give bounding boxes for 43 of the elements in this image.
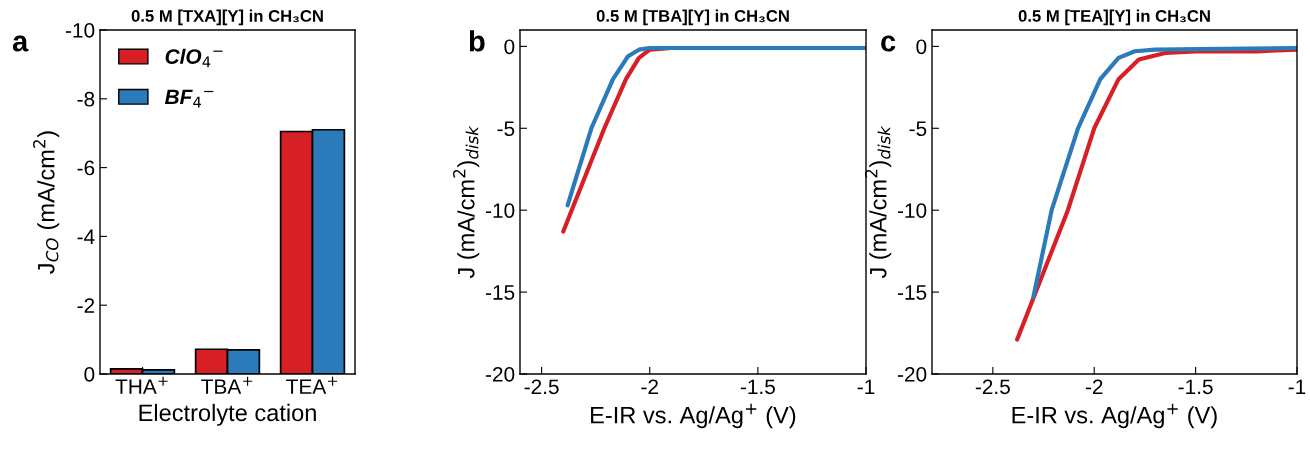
line-series xyxy=(1015,47,1297,342)
line-series xyxy=(1031,45,1297,300)
legend-label: ClO$_{4}$$^{−}$ xyxy=(165,48,223,68)
x-tick-label: -1 xyxy=(1288,379,1306,394)
text: c xyxy=(881,35,896,52)
y-tick-label: 0 xyxy=(916,39,927,55)
y-tick-label: -15 xyxy=(485,285,515,300)
x-tick-label: THA$^{+}$ xyxy=(115,376,168,394)
x-tick-label: TEA$^{+}$ xyxy=(286,376,338,394)
y-tick-label: -4 xyxy=(77,229,95,244)
y-tick-label: -10 xyxy=(65,23,95,38)
y-axis-title: J (mA/cm$^{2}$)$_{disk}$ xyxy=(453,125,480,279)
y-tick-label: -6 xyxy=(77,160,95,176)
y-tick-label: -5 xyxy=(909,121,927,137)
y-tick-label: 0 xyxy=(504,39,515,55)
y-tick-label: -2 xyxy=(77,298,95,313)
y-tick-label: -20 xyxy=(897,367,927,382)
y-tick-label: -10 xyxy=(485,203,515,218)
x-tick-label: -2 xyxy=(641,379,658,394)
text: b xyxy=(469,30,485,52)
y-axis-title: J$_{CO}$ (mA/cm$^{2}$) xyxy=(33,131,60,274)
text: a xyxy=(12,35,29,52)
x-tick-label: -1 xyxy=(857,379,875,394)
chart-title: 0.5 M [TBA][Y] in CH₃CN xyxy=(596,9,789,26)
x-tick-label: -1.5 xyxy=(740,379,775,395)
y-tick-label: -15 xyxy=(897,285,927,300)
x-axis-title: E-IR vs. Ag/Ag$^{+}$ (V) xyxy=(1012,403,1217,429)
x-tick-label: -2.5 xyxy=(975,379,1010,395)
x-tick-label: -1.5 xyxy=(1178,379,1213,395)
y-tick-label: -5 xyxy=(497,121,515,137)
x-tick-label: -2.5 xyxy=(524,379,559,395)
x-axis-title: Electrolyte cation xyxy=(139,403,316,426)
y-tick-label: -20 xyxy=(485,367,515,382)
chart-title: 0.5 M [TEA][Y] in CH₃CN xyxy=(1018,9,1210,26)
x-tick-label: TBA$^{+}$ xyxy=(201,376,253,394)
chart-title: 0.5 M [TXA][Y] in CH₃CN xyxy=(131,9,323,26)
x-tick-label: -2 xyxy=(1085,379,1103,394)
legend-label: BF$_{4}$$^{−}$ xyxy=(164,89,214,108)
y-axis-title: J (mA/cm$^{2}$)$_{disk}$ xyxy=(865,125,892,279)
y-tick-label: -8 xyxy=(77,91,95,107)
y-tick-label: -10 xyxy=(897,203,927,218)
y-tick-label: 0 xyxy=(84,367,95,382)
x-axis-title: E-IR vs. Ag/Ag$^{+}$ (V) xyxy=(591,403,796,429)
